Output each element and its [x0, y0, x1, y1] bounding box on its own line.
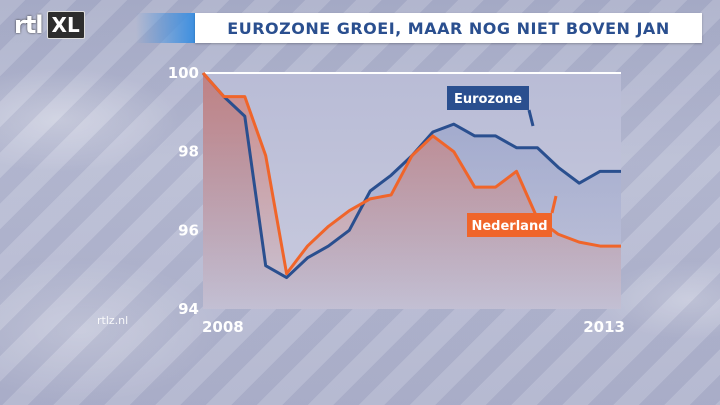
- x-tick-labels: 2008 2013: [202, 318, 625, 336]
- y-tick-label: 100: [168, 64, 199, 82]
- label-text: Eurozone: [454, 92, 522, 107]
- label-leader-line: [527, 109, 535, 127]
- series-label-nederland: Nederland: [467, 195, 558, 237]
- title-bar: EUROZONE GROEI, MAAR NOG NIET BOVEN JAN: [195, 13, 702, 43]
- y-tick-label: 94: [178, 300, 199, 318]
- series-labels: Eurozone Nederland: [447, 86, 558, 237]
- chart-title: EUROZONE GROEI, MAAR NOG NIET BOVEN JAN: [227, 18, 670, 38]
- series-label-eurozone: Eurozone: [447, 86, 535, 127]
- label-leader-line: [550, 195, 558, 214]
- y-tick-labels: 94 96 98 100: [168, 64, 199, 318]
- rtl-xl-logo: rtl XL: [14, 10, 85, 40]
- y-tick-label: 96: [178, 221, 199, 239]
- label-box: [467, 213, 552, 237]
- label-text: Nederland: [471, 219, 547, 234]
- title-accent-stripe: [136, 13, 195, 43]
- x-tick-label: 2008: [202, 318, 244, 336]
- logo-rtl-text: rtl: [14, 11, 44, 39]
- website-watermark: rtlz.nl: [97, 314, 129, 327]
- label-box: [447, 86, 529, 110]
- logo-xl-text: XL: [46, 11, 85, 39]
- y-tick-label: 98: [178, 143, 199, 161]
- series-areas: [203, 73, 621, 309]
- x-tick-label: 2013: [583, 318, 625, 336]
- series-area-nederland: [203, 73, 621, 309]
